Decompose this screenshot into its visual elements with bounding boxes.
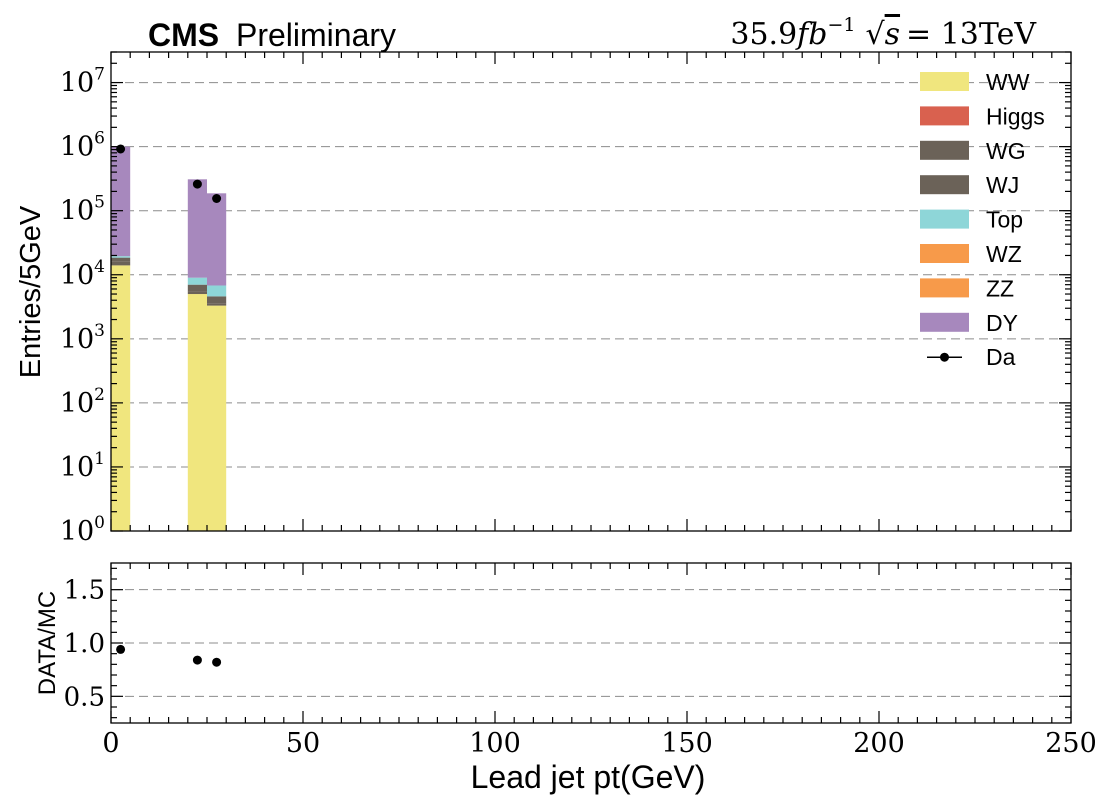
legend-label-wj: WJ [986, 172, 1019, 198]
main-y-axis-label: Entries/5GeV [15, 205, 47, 378]
x-tick-label-150: 150 [661, 728, 713, 759]
ratio-axis-ticks [111, 567, 1071, 719]
y-tick-label-4: 104 [60, 257, 105, 291]
y-tick-label-3: 103 [60, 321, 105, 355]
bar-wg-bin-2 [207, 303, 227, 306]
ratio-gridlines [111, 589, 1071, 697]
legend-swatch-dy [920, 312, 969, 332]
y-tick-label-5: 105 [60, 193, 105, 227]
bar-wj-bin-0 [111, 257, 131, 262]
legend-data-marker [940, 352, 949, 362]
y-tick-label-2: 102 [60, 385, 105, 419]
data-point-0 [116, 144, 126, 154]
x-tick-label-0: 0 [102, 728, 119, 759]
bar-top-bin-2 [207, 285, 227, 297]
legend-swatch-wz [920, 244, 969, 263]
stacked-histogram [111, 146, 227, 531]
legend: WW Higgs WG WJ Top WZ ZZ DY Da [920, 69, 1045, 370]
x-tick-label-250: 250 [1045, 728, 1097, 759]
bar-wj-bin-2 [207, 296, 227, 304]
legend-swatch-ww [920, 72, 969, 91]
data-point-1 [192, 179, 202, 189]
bar-ww-bin-0 [111, 265, 131, 531]
x-tick-label-200: 200 [853, 728, 905, 759]
bar-dy-bin-2 [207, 193, 227, 286]
bar-ww-bin-1 [187, 294, 207, 531]
main-axis-ticks [110, 51, 1072, 723]
bar-top-bin-1 [187, 277, 207, 285]
ratio-y-tick-label-1.5: 1.5 [64, 576, 105, 606]
ratio-y-tick-labels: 0.5 1.0 1.5 [64, 576, 105, 713]
main-gridlines [111, 82, 1071, 468]
x-tick-label-100: 100 [469, 728, 521, 759]
legend-label-wz: WZ [986, 241, 1022, 267]
bar-ww-bin-2 [207, 305, 227, 531]
ratio-y-axis-label: DATA/MC [34, 591, 61, 695]
x-tick-label-50: 50 [286, 728, 320, 759]
y-tick-label-0: 100 [60, 513, 105, 547]
data-points [116, 144, 222, 203]
legend-label-zz: ZZ [986, 275, 1014, 301]
chart-header-brand: CMS Preliminary [148, 17, 396, 53]
data-point-2 [212, 193, 222, 203]
legend-swatch-top [920, 209, 969, 229]
legend-label-top: Top [986, 207, 1023, 233]
x-tick-labels: 0 50 100 150 200 250 [102, 728, 1096, 759]
main-y-tick-labels: 100 101 102 103 104 105 106 107 [60, 65, 105, 547]
chart-header-lumi: 35.9fb−1 √s = 13TeV [730, 14, 1037, 52]
y-tick-label-6: 106 [60, 129, 105, 163]
x-axis-label: Lead jet pt(GeV) [471, 759, 706, 795]
bar-dy-bin-1 [187, 179, 207, 278]
legend-swatch-zz [920, 278, 969, 298]
ratio-point-0 [116, 644, 126, 654]
y-tick-label-1: 101 [60, 449, 105, 483]
legend-label-dy: DY [986, 310, 1018, 336]
bar-top-bin-0 [111, 256, 131, 258]
ratio-points [116, 644, 222, 667]
bar-wj-bin-1 [187, 284, 207, 292]
ratio-y-tick-label-0.5: 0.5 [64, 682, 105, 712]
bar-wg-bin-1 [187, 291, 207, 295]
legend-label-higgs: Higgs [986, 103, 1045, 129]
legend-label-ww: WW [986, 69, 1030, 95]
legend-swatch-wj [920, 175, 969, 195]
ratio-point-1 [192, 655, 202, 665]
y-tick-label-7: 107 [60, 65, 105, 99]
legend-swatch-higgs [920, 106, 969, 126]
ratio-y-tick-label-1.0: 1.0 [64, 629, 105, 659]
legend-swatch-wg [920, 140, 969, 160]
legend-label-data: Da [986, 344, 1016, 370]
ratio-point-2 [212, 657, 222, 667]
legend-label-wg: WG [986, 138, 1026, 164]
bar-dy-bin-0 [111, 146, 131, 257]
bar-wg-bin-0 [111, 261, 131, 266]
